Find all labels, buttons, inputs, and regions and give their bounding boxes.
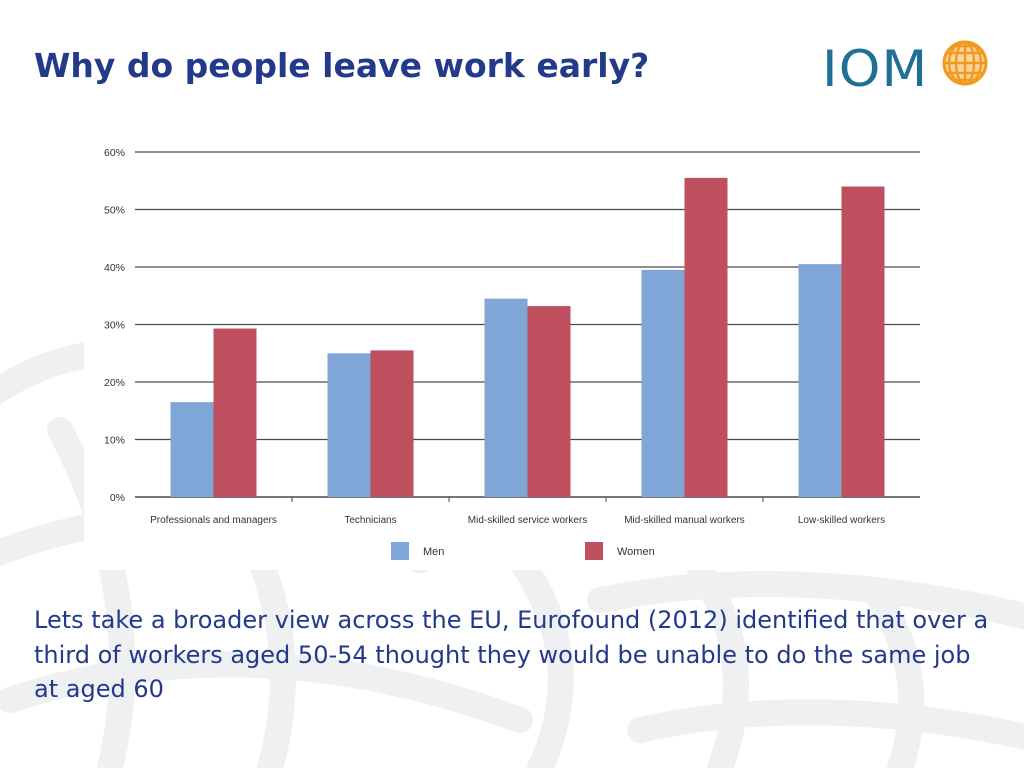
- bar-women: [370, 350, 414, 497]
- slide-title: Why do people leave work early?: [34, 46, 650, 85]
- bar-women: [841, 186, 885, 497]
- legend-swatch-men: [391, 542, 409, 560]
- bar-women: [684, 177, 728, 497]
- legend-swatch-women: [585, 542, 603, 560]
- category-label: Low-skilled workers: [798, 515, 885, 526]
- body-text: Lets take a broader view across the EU, …: [34, 606, 989, 703]
- legend: Men Women: [391, 542, 655, 560]
- y-tick-label: 30%: [104, 320, 125, 332]
- bar-men: [327, 353, 371, 497]
- category-label: Mid-skilled service workers: [468, 515, 587, 526]
- y-tick-label: 10%: [104, 435, 125, 447]
- bar-men: [170, 402, 214, 497]
- bar-layer: [170, 177, 885, 497]
- category-label: Mid-skilled manual workers: [624, 515, 745, 526]
- y-tick-label: 50%: [104, 205, 125, 217]
- legend-label-women: Women: [617, 546, 655, 558]
- iom-logo: IOM: [818, 38, 990, 100]
- y-tick-label: 20%: [104, 377, 125, 389]
- globe-icon: [942, 40, 988, 86]
- category-label: Technicians: [344, 515, 396, 526]
- bar-men: [484, 298, 528, 497]
- y-tick-label: 40%: [104, 262, 125, 274]
- category-label: Professionals and managers: [150, 515, 277, 526]
- chart-panel: 0% 10% 20% 30% 40% 50% 60% Professionals and m…: [84, 120, 940, 570]
- logo-text: IOM: [822, 40, 929, 98]
- bar-chart: 0% 10% 20% 30% 40% 50% 60% Professionals and m…: [104, 147, 920, 560]
- y-tick-label: 60%: [104, 147, 125, 159]
- y-tick-layer: 0% 10% 20% 30% 40% 50% 60%: [104, 147, 125, 504]
- bar-women: [213, 328, 257, 497]
- category-label-layer: Professionals and managers Technicians Mid…: [150, 497, 885, 526]
- bar-women: [527, 306, 571, 497]
- y-tick-label: 0%: [110, 492, 125, 504]
- bar-men: [641, 269, 685, 497]
- legend-label-men: Men: [423, 546, 444, 558]
- bar-men: [798, 264, 842, 497]
